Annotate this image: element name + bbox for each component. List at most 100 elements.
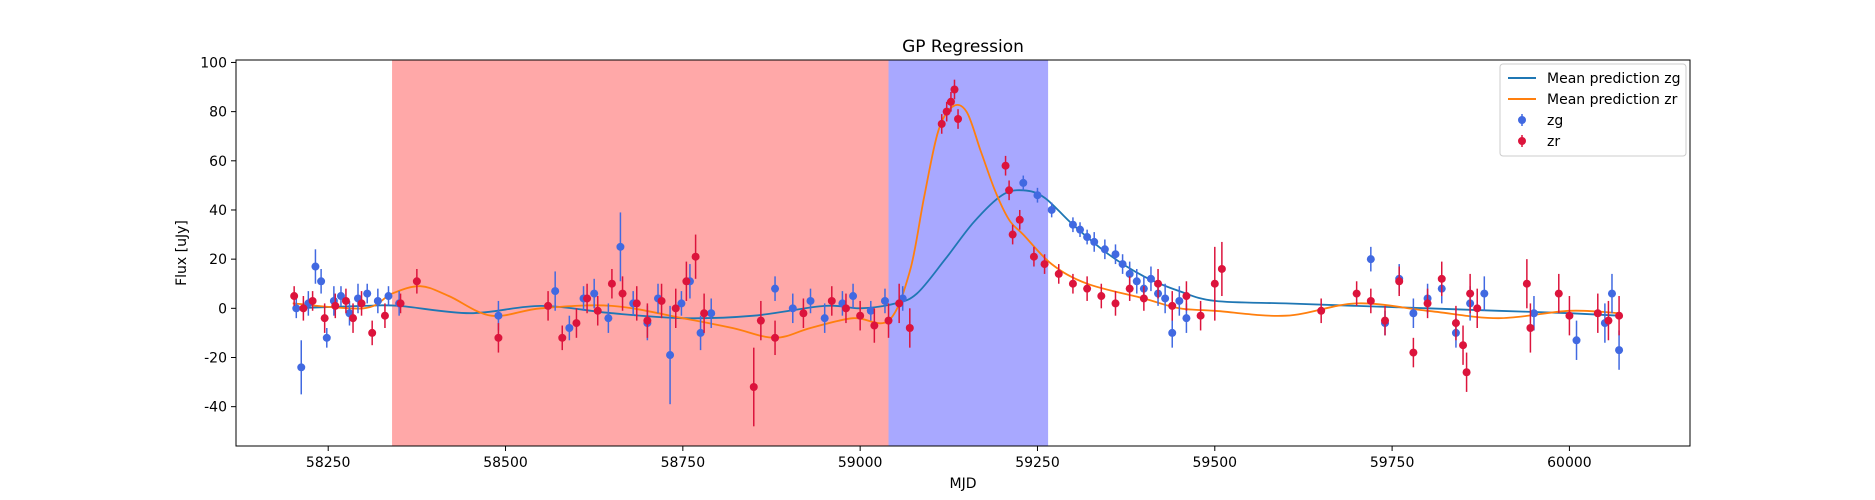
point-zr	[1182, 292, 1191, 301]
point-zr	[841, 304, 850, 313]
point-zg	[604, 314, 613, 323]
point-zg	[1100, 245, 1109, 254]
y-tick-label: 100	[200, 55, 227, 71]
x-axis-label: MJD	[950, 476, 977, 492]
point-zg	[336, 292, 345, 301]
legend-label-zg: zg	[1547, 113, 1563, 129]
point-zg	[1529, 309, 1538, 318]
point-zg	[317, 277, 326, 286]
legend: Mean prediction zg Mean prediction zr zg…	[1499, 63, 1687, 157]
y-tick-label: -40	[204, 400, 227, 416]
point-zr	[380, 311, 389, 320]
point-zr	[1615, 311, 1624, 320]
point-zr	[1005, 186, 1014, 195]
point-zg	[292, 304, 301, 313]
y-tick-label: 60	[209, 154, 227, 170]
point-zr	[905, 323, 914, 332]
x-tick-label: 58250	[306, 455, 351, 471]
point-zr	[1459, 341, 1468, 350]
point-zr	[1462, 368, 1471, 377]
point-zr	[544, 301, 553, 310]
point-zr	[494, 333, 503, 342]
point-zr	[799, 309, 808, 318]
point-zg	[677, 299, 686, 308]
point-zg	[1480, 289, 1489, 298]
point-zr	[1381, 316, 1390, 325]
point-zg	[806, 296, 815, 305]
point-zr	[1029, 252, 1038, 261]
y-tick-labels: -40 -20 0 20 40 60 80 100	[200, 55, 227, 415]
point-zr	[1154, 279, 1163, 288]
legend-label-zg-line: Mean prediction zg	[1547, 71, 1681, 87]
point-zg	[494, 311, 503, 320]
point-zg	[1607, 289, 1616, 298]
point-zr	[1001, 161, 1010, 170]
point-zg	[297, 363, 306, 372]
point-zr	[1217, 264, 1226, 273]
point-zg	[880, 296, 889, 305]
point-zg	[696, 328, 705, 337]
point-zr	[749, 382, 758, 391]
tick-marks	[231, 61, 1570, 451]
point-zr	[1097, 292, 1106, 301]
x-tick-label: 58750	[661, 455, 706, 471]
point-zg	[322, 333, 331, 342]
y-tick-label: 80	[209, 105, 227, 121]
point-zr	[583, 294, 592, 303]
point-zg	[311, 262, 320, 271]
plot-frame	[235, 59, 1691, 447]
point-zg	[1047, 205, 1056, 214]
point-zr	[1451, 319, 1460, 328]
chart-title: GP Regression	[902, 37, 1024, 57]
point-zr	[593, 306, 602, 315]
point-zg	[1146, 274, 1155, 283]
point-zr	[341, 296, 350, 305]
point-zr	[1210, 279, 1219, 288]
point-zg	[384, 292, 393, 301]
point-zg	[771, 284, 780, 293]
point-zr	[607, 279, 616, 288]
point-zg	[551, 287, 560, 296]
point-zr	[756, 316, 765, 325]
point-zr	[1015, 215, 1024, 224]
point-zr	[1565, 311, 1574, 320]
point-zr	[1395, 277, 1404, 286]
x-tick-label: 59500	[1193, 455, 1238, 471]
point-zg	[1615, 346, 1624, 355]
point-zg	[373, 296, 382, 305]
point-zr	[1196, 311, 1205, 320]
point-zr	[691, 252, 700, 261]
point-zr	[950, 85, 959, 94]
point-zr	[572, 319, 581, 328]
x-tick-labels: 58250 58500 58750 59000 59250 59500 59750 60000	[306, 455, 1592, 471]
point-zr	[1083, 284, 1092, 293]
x-tick-label: 59250	[1015, 455, 1060, 471]
point-zg	[1111, 250, 1120, 259]
point-zg	[1068, 220, 1077, 229]
point-zr	[412, 277, 421, 286]
point-zr	[368, 328, 377, 337]
point-zg	[565, 323, 574, 332]
y-tick-label: 40	[209, 203, 227, 219]
point-zr	[942, 107, 951, 116]
point-zg	[820, 314, 829, 323]
point-zr	[308, 296, 317, 305]
point-zg	[1019, 178, 1028, 187]
point-zr	[1111, 299, 1120, 308]
y-tick-label: 0	[218, 301, 227, 317]
point-zr	[1522, 279, 1531, 288]
point-zr	[1554, 289, 1563, 298]
data-points	[290, 79, 1624, 427]
point-zr	[643, 316, 652, 325]
point-zr	[1604, 316, 1613, 325]
point-zr	[1168, 301, 1177, 310]
point-zg	[666, 351, 675, 360]
y-axis-label: Flux [uJy]	[174, 220, 190, 286]
point-zg	[1161, 294, 1170, 303]
point-zr	[954, 115, 963, 124]
point-zr	[1437, 274, 1446, 283]
point-zr	[1352, 289, 1361, 298]
point-zr	[1317, 306, 1326, 315]
point-zr	[357, 299, 366, 308]
